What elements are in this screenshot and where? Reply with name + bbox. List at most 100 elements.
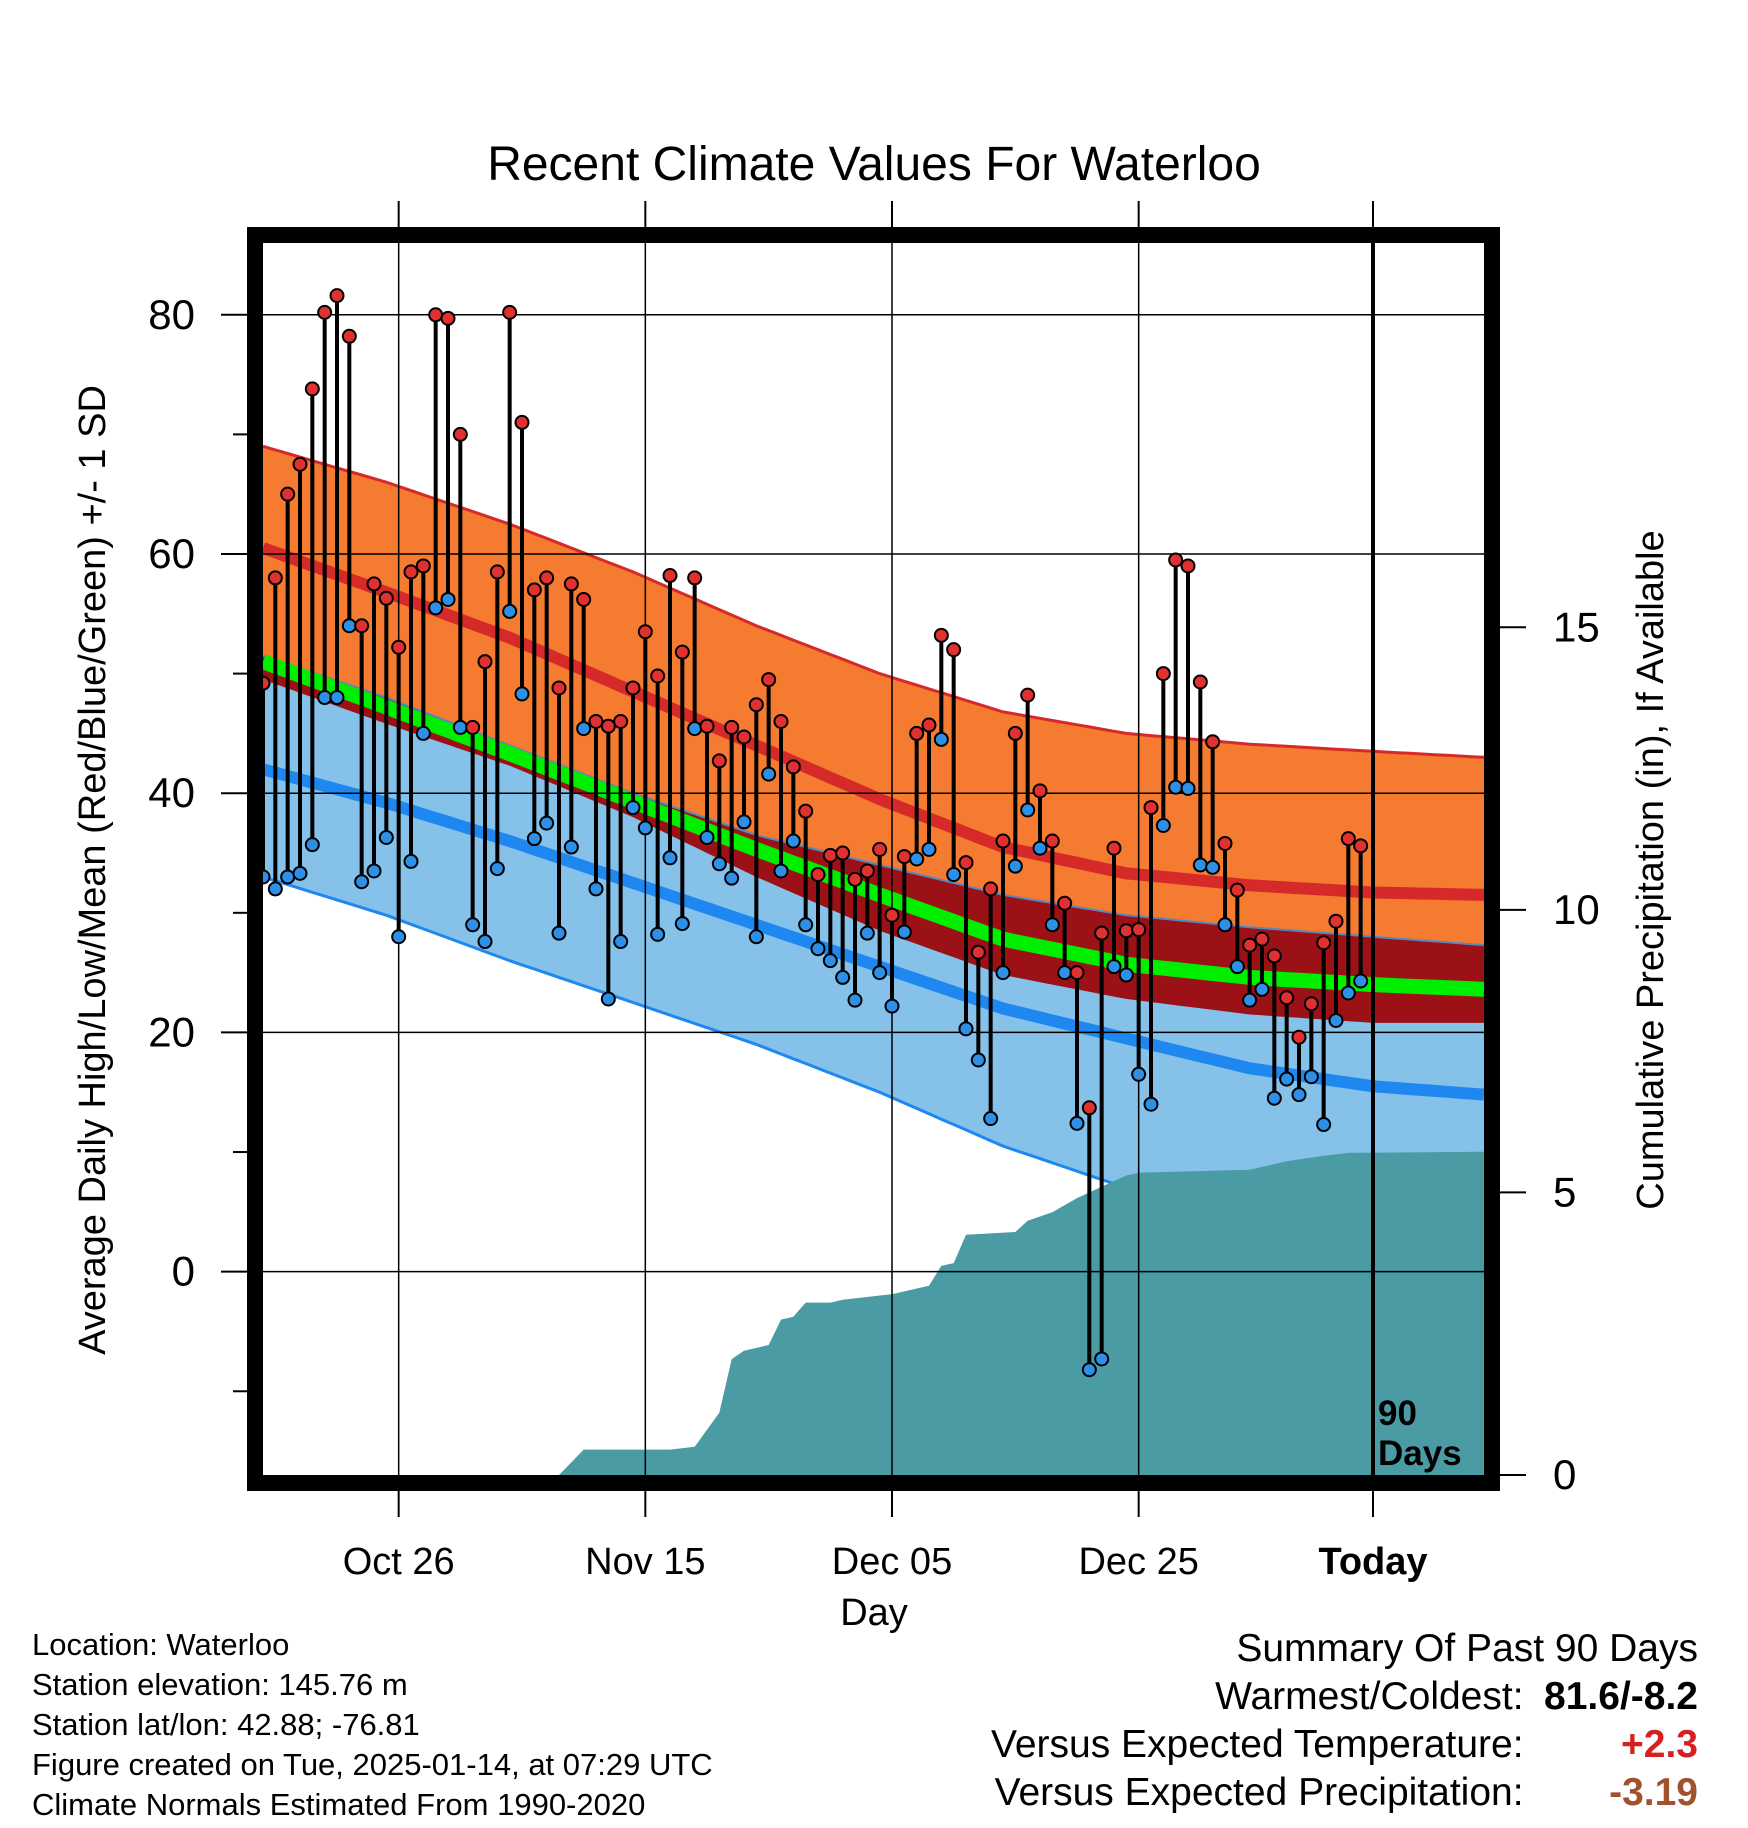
low-point	[465, 917, 481, 933]
low-point	[822, 953, 838, 969]
high-point	[366, 576, 382, 592]
low-sd-band	[263, 655, 1484, 1234]
high-point	[958, 855, 974, 871]
low-point	[736, 814, 752, 830]
high-point	[1328, 913, 1344, 929]
high-point	[810, 867, 826, 883]
low-point	[1242, 992, 1258, 1008]
low-point	[946, 867, 962, 883]
low-point	[600, 991, 616, 1007]
low-point	[1180, 780, 1196, 796]
high-point	[551, 680, 567, 696]
high-point	[637, 624, 653, 640]
summary-panel: Summary Of Past 90 Days Warmest/Coldest:…	[991, 1625, 1698, 1817]
chart-title: Recent Climate Values For Waterloo	[487, 138, 1261, 191]
high-sd-band	[263, 446, 1484, 946]
low-point	[1057, 965, 1073, 981]
low-point	[896, 924, 912, 940]
high-point	[1155, 666, 1171, 682]
high-point	[428, 307, 444, 323]
low-point	[933, 731, 949, 747]
high-point	[1254, 931, 1270, 947]
low-point	[317, 690, 333, 706]
high-point	[1180, 558, 1196, 574]
y-tick-label: 60	[148, 530, 195, 577]
normal-bands	[260, 444, 1485, 1235]
high-point	[983, 881, 999, 897]
y2-tick-label: 0	[1553, 1451, 1576, 1498]
high-point	[1094, 925, 1110, 941]
high-point	[674, 644, 690, 660]
low-point	[1155, 818, 1171, 834]
high-point	[662, 568, 678, 584]
high-point	[1044, 833, 1060, 849]
temp-departure-label: Versus Expected Temperature:	[990, 1723, 1524, 1766]
info-normals: Climate Normals Estimated From 1990-2020	[32, 1787, 646, 1822]
low-point	[280, 869, 296, 885]
low-point	[1032, 840, 1048, 856]
low-point	[847, 992, 863, 1008]
high-point	[687, 570, 703, 586]
low-point	[477, 934, 493, 950]
low-point	[526, 831, 542, 847]
y2-tick-label: 10	[1553, 886, 1600, 933]
x-tick-label: Oct 26	[343, 1541, 455, 1583]
high-point	[292, 456, 308, 472]
high-point	[859, 863, 875, 879]
high-mean-line	[260, 542, 1485, 901]
low-point	[267, 881, 283, 897]
low-point	[428, 600, 444, 616]
high-point	[1205, 734, 1221, 750]
info-created: Figure created on Tue, 2025-01-14, at 07…	[32, 1747, 713, 1782]
high-point	[785, 759, 801, 775]
low-point	[551, 925, 567, 941]
high-point	[847, 871, 863, 887]
high-point	[329, 288, 345, 304]
low-point	[366, 863, 382, 879]
high-point	[1118, 923, 1134, 939]
low-point	[1094, 1351, 1110, 1367]
high-point	[1340, 831, 1356, 847]
high-point	[588, 713, 604, 729]
x-tick-label: Today	[1318, 1541, 1427, 1583]
low-point	[563, 839, 579, 855]
x-axis-label: Day	[840, 1592, 908, 1634]
high-point	[1168, 552, 1184, 568]
high-point	[1131, 922, 1147, 938]
high-point	[452, 426, 468, 442]
low-point	[514, 686, 530, 702]
y2-tick-label: 5	[1553, 1168, 1576, 1215]
low-point	[748, 929, 764, 945]
high-point	[1192, 674, 1208, 690]
plot-frame	[247, 227, 1500, 1491]
low-point	[588, 881, 604, 897]
high-point	[1316, 935, 1332, 951]
low-point	[687, 721, 703, 737]
high-point	[699, 718, 715, 734]
high-point	[1069, 965, 1085, 981]
y2-tick-label: 15	[1553, 603, 1600, 650]
high-point	[1303, 996, 1319, 1012]
x-tick-label: Dec 05	[832, 1541, 952, 1583]
low-point	[995, 965, 1011, 981]
high-point	[761, 672, 777, 688]
y2-axis-label: Cumulative Precipitation (in), If Availa…	[1630, 530, 1672, 1209]
low-point	[773, 863, 789, 879]
low-point	[1192, 857, 1208, 873]
high-point	[650, 668, 666, 684]
high-point	[354, 618, 370, 634]
mean-line	[260, 654, 1485, 997]
high-point	[267, 570, 283, 586]
high-point	[896, 849, 912, 865]
summary-title: Summary Of Past 90 Days	[1236, 1627, 1698, 1670]
x-tick-label: Dec 25	[1078, 1541, 1198, 1583]
low-point	[909, 851, 925, 867]
high-point	[1353, 838, 1369, 854]
low-point	[1353, 973, 1369, 989]
high-point	[514, 414, 530, 430]
low-point	[785, 833, 801, 849]
high-point	[946, 642, 962, 658]
high-point	[539, 570, 555, 586]
high-point	[1057, 895, 1073, 911]
precip-area	[263, 1151, 1484, 1475]
